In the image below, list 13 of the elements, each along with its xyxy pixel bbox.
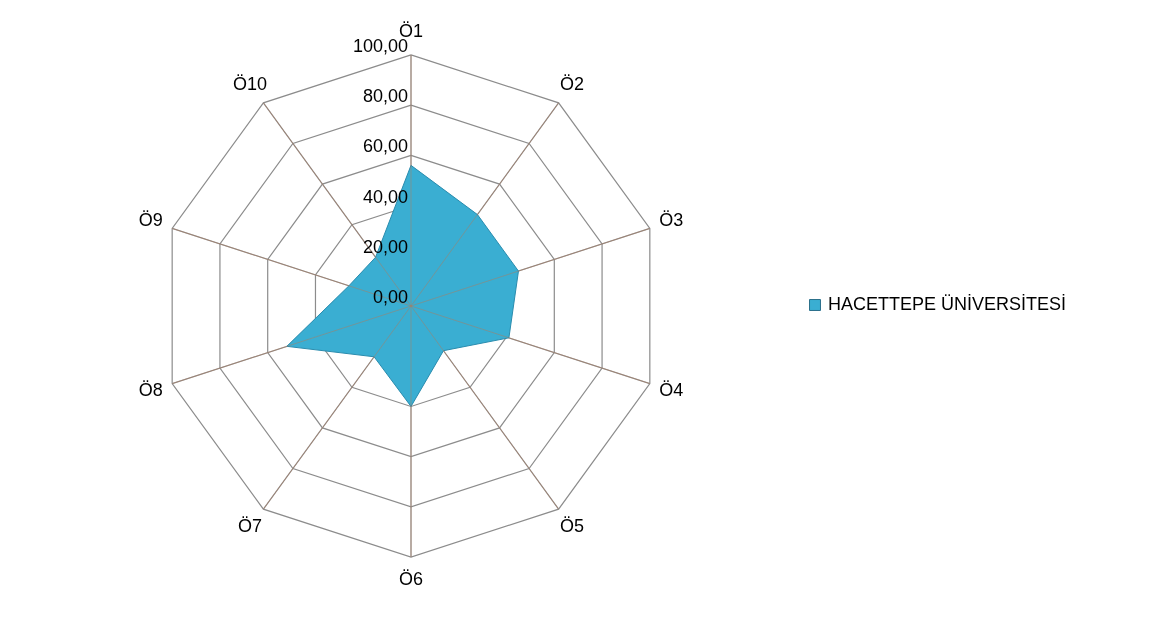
spoke-label: Ö4 (659, 379, 684, 400)
spoke-label: Ö3 (659, 210, 684, 231)
spoke-label: Ö10 (233, 73, 268, 94)
spoke-label: Ö2 (559, 73, 584, 94)
spoke-label: Ö6 (398, 568, 424, 589)
y-tick-label: 80,00 (362, 86, 408, 107)
spoke-label: Ö5 (559, 516, 584, 537)
spoke-label: Ö8 (138, 379, 163, 400)
legend-label: HACETTEPE ÜNİVERSİTESİ (828, 294, 1067, 314)
y-tick-label: 0,00 (372, 287, 408, 307)
spoke-label: Ö9 (138, 210, 163, 231)
spoke-label: Ö7 (238, 516, 263, 537)
y-tick-label: 60,00 (362, 136, 408, 157)
